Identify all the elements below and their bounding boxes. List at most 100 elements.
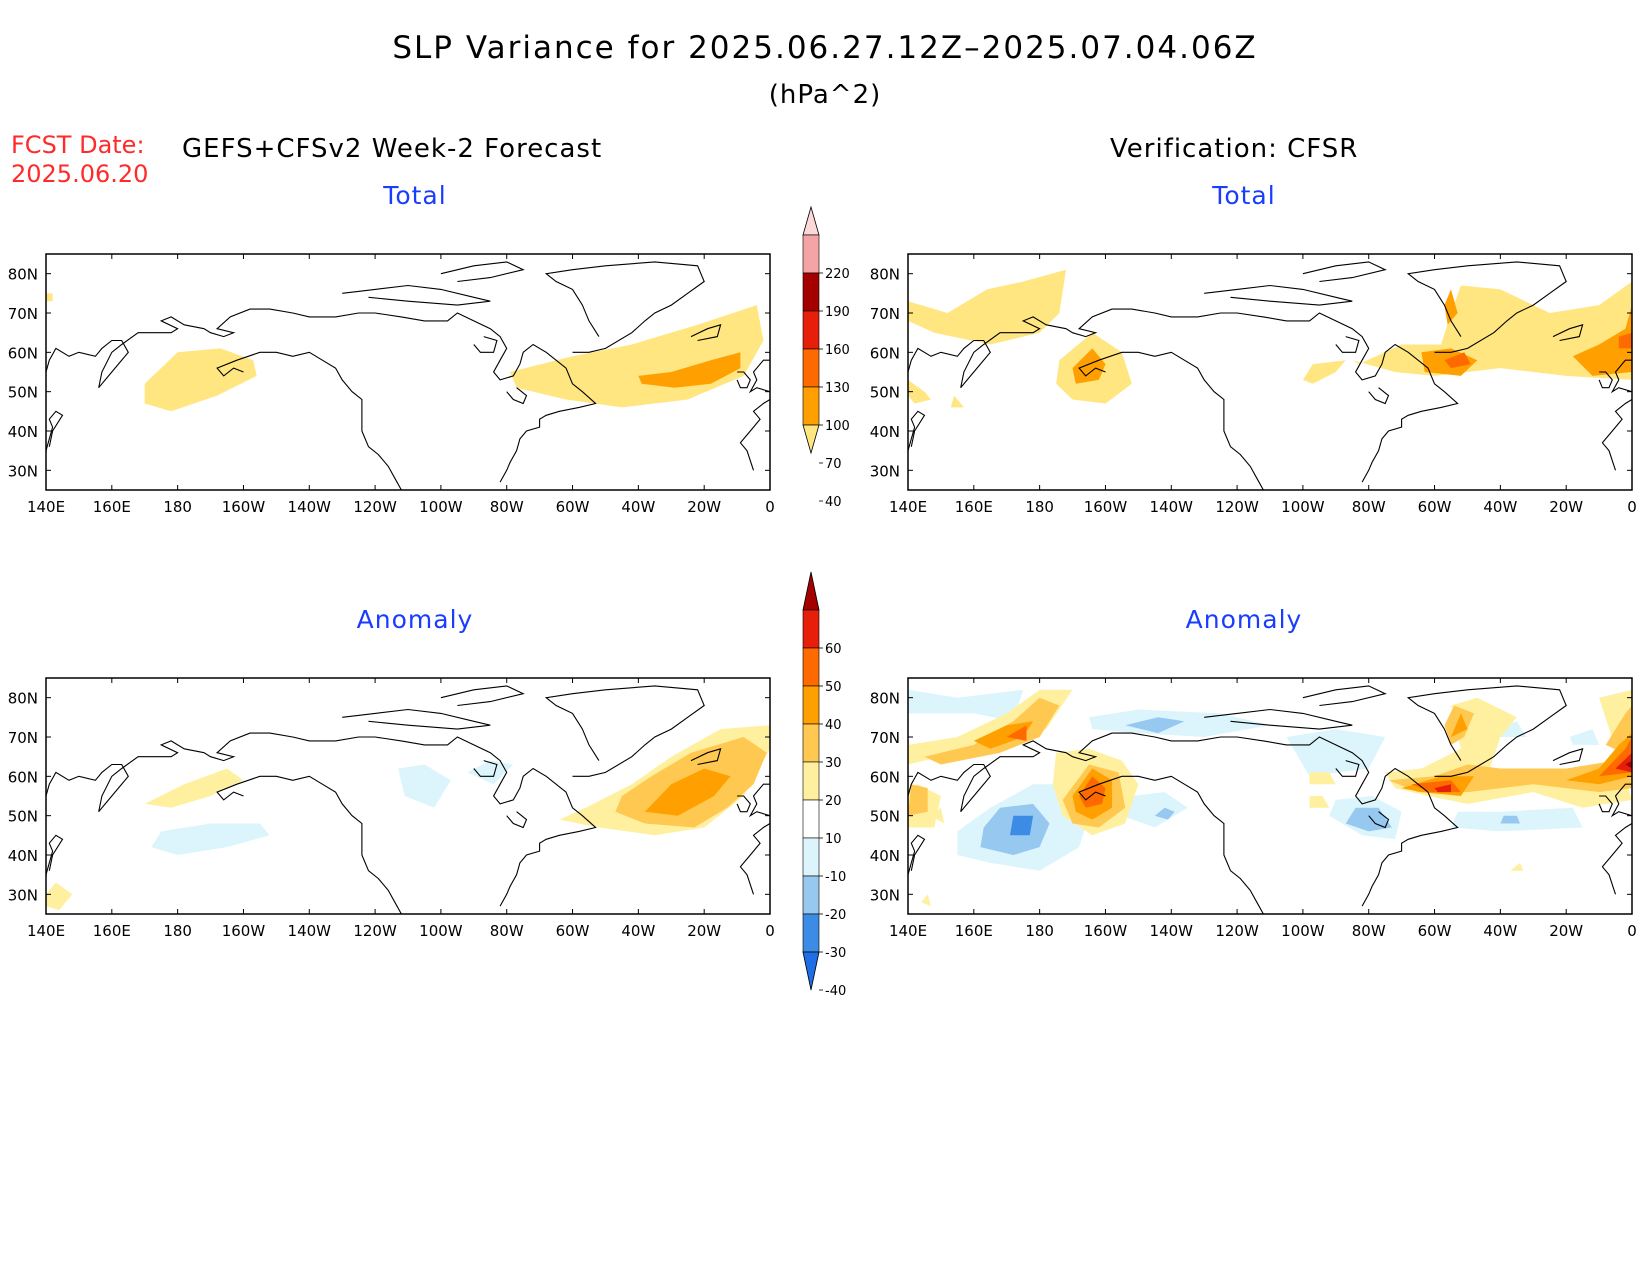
lon-tick-label: 0 — [765, 498, 775, 516]
lon-tick-label: 160E — [93, 498, 131, 516]
shaded-region — [1444, 289, 1458, 325]
coastline — [1610, 359, 1632, 394]
colorbar-label: 50 — [825, 680, 842, 695]
shaded-region — [1309, 772, 1336, 785]
coastline — [506, 387, 528, 405]
lat-tick-label: 80N — [870, 690, 900, 708]
coastline — [1598, 371, 1613, 389]
coastline — [1335, 760, 1360, 777]
lon-tick-label: 0 — [1627, 922, 1637, 940]
lon-tick-label: 140W — [288, 922, 332, 940]
shaded-region — [46, 882, 73, 911]
coastline — [1368, 387, 1390, 405]
shaded-region — [467, 760, 514, 785]
lat-tick-label: 70N — [870, 305, 900, 323]
total-colorbar: 40 70 100 130 160 190 220 — [802, 205, 850, 510]
colorbar-swatch — [802, 685, 820, 725]
shaded-region — [1154, 807, 1175, 820]
lat-tick-label: 60N — [8, 768, 38, 786]
lon-tick-label: 160W — [1084, 922, 1128, 940]
fcst-date-label: FCST Date: — [11, 131, 145, 159]
coastline — [46, 732, 597, 907]
shaded-region — [1006, 725, 1027, 741]
verification-total-map: 140E 160E 180 160W 140W 120W 100W 80W 60W 40W 20W 0… — [870, 253, 1637, 516]
coastline — [1552, 323, 1584, 342]
coastline — [1078, 351, 1264, 490]
colorbar-label: -20 — [825, 908, 846, 923]
coastline — [440, 685, 525, 707]
forecast-anomaly-map: 140E 160E 180 160W 140W 120W 100W 80W 60W 40W 20W 0… — [8, 677, 775, 940]
colorbar-swatch — [802, 272, 820, 312]
colorbar-label: 160 — [825, 343, 850, 358]
lat-tick-label: 40N — [8, 423, 38, 441]
colorbar-min-arrow — [802, 951, 820, 991]
lat-tick-label: 60N — [870, 344, 900, 362]
lon-tick-label: 140W — [1150, 498, 1194, 516]
colorbar-swatch — [802, 799, 820, 839]
coastline — [473, 760, 498, 777]
lon-tick-label: 60W — [1418, 498, 1452, 516]
fcst-date-value: 2025.06.20 — [11, 160, 149, 188]
coastline — [216, 775, 402, 914]
shaded-region — [1625, 760, 1632, 769]
colorbar-min-arrow — [802, 424, 820, 455]
lat-tick-label: 30N — [8, 462, 38, 480]
shaded-region — [908, 379, 931, 404]
colorbar-label: 40 — [825, 495, 842, 510]
shaded-region — [1451, 713, 1468, 737]
units-label: (hPa^2) — [768, 80, 882, 110]
lat-tick-label: 80N — [8, 690, 38, 708]
lon-tick-label: 60W — [556, 498, 590, 516]
lon-tick-label: 120W — [1215, 922, 1259, 940]
coastline — [544, 261, 705, 353]
map-shading — [908, 689, 1632, 907]
shaded-region — [1615, 752, 1632, 773]
lon-tick-label: 80W — [490, 922, 524, 940]
colorbar-label: 190 — [825, 305, 850, 320]
lon-tick-label: 20W — [1549, 498, 1583, 516]
lat-tick-label: 30N — [870, 462, 900, 480]
map-frame — [45, 677, 771, 915]
lat-tick-label: 40N — [870, 423, 900, 441]
lat-tick-label: 40N — [8, 847, 38, 865]
map-frame — [45, 253, 771, 491]
lon-tick-label: 40W — [621, 498, 655, 516]
coastline — [46, 834, 64, 875]
shaded-region — [46, 293, 53, 302]
coastline — [1610, 783, 1632, 818]
lat-tick-label: 60N — [8, 344, 38, 362]
shaded-region — [1309, 796, 1330, 808]
shaded-region — [1572, 305, 1632, 376]
lon-tick-label: 140W — [288, 498, 332, 516]
panel-title-forecast-total: Total — [383, 181, 447, 210]
coastline — [908, 732, 1459, 907]
shaded-region — [398, 764, 451, 808]
lon-tick-label: 20W — [687, 922, 721, 940]
colorbar-swatch — [802, 837, 820, 877]
lon-tick-label: 160E — [955, 498, 993, 516]
coastline — [342, 708, 491, 730]
panel-title-forecast-anomaly: Anomaly — [356, 605, 474, 634]
shaded-region — [151, 823, 270, 855]
shaded-region — [924, 697, 1060, 765]
lon-tick-label: 160E — [955, 922, 993, 940]
lon-tick-label: 60W — [1418, 922, 1452, 940]
shaded-region — [144, 768, 244, 808]
shaded-region — [908, 784, 928, 816]
colorbar-label: 30 — [825, 756, 842, 771]
shaded-region — [1121, 792, 1188, 828]
panel-title-verification-anomaly: Anomaly — [1185, 605, 1303, 634]
map-frame — [907, 677, 1633, 915]
colorbar-label: -10 — [825, 870, 846, 885]
map-shading — [46, 293, 764, 412]
lon-tick-label: 0 — [765, 922, 775, 940]
lat-tick-label: 50N — [870, 384, 900, 402]
colorbar-swatch — [802, 875, 820, 915]
shaded-region — [1444, 352, 1471, 369]
coastline — [1335, 336, 1360, 353]
shaded-region — [1286, 729, 1386, 777]
coastline — [506, 811, 528, 829]
coastline — [1204, 708, 1353, 730]
shaded-region — [950, 395, 964, 408]
shaded-region — [1569, 729, 1600, 745]
